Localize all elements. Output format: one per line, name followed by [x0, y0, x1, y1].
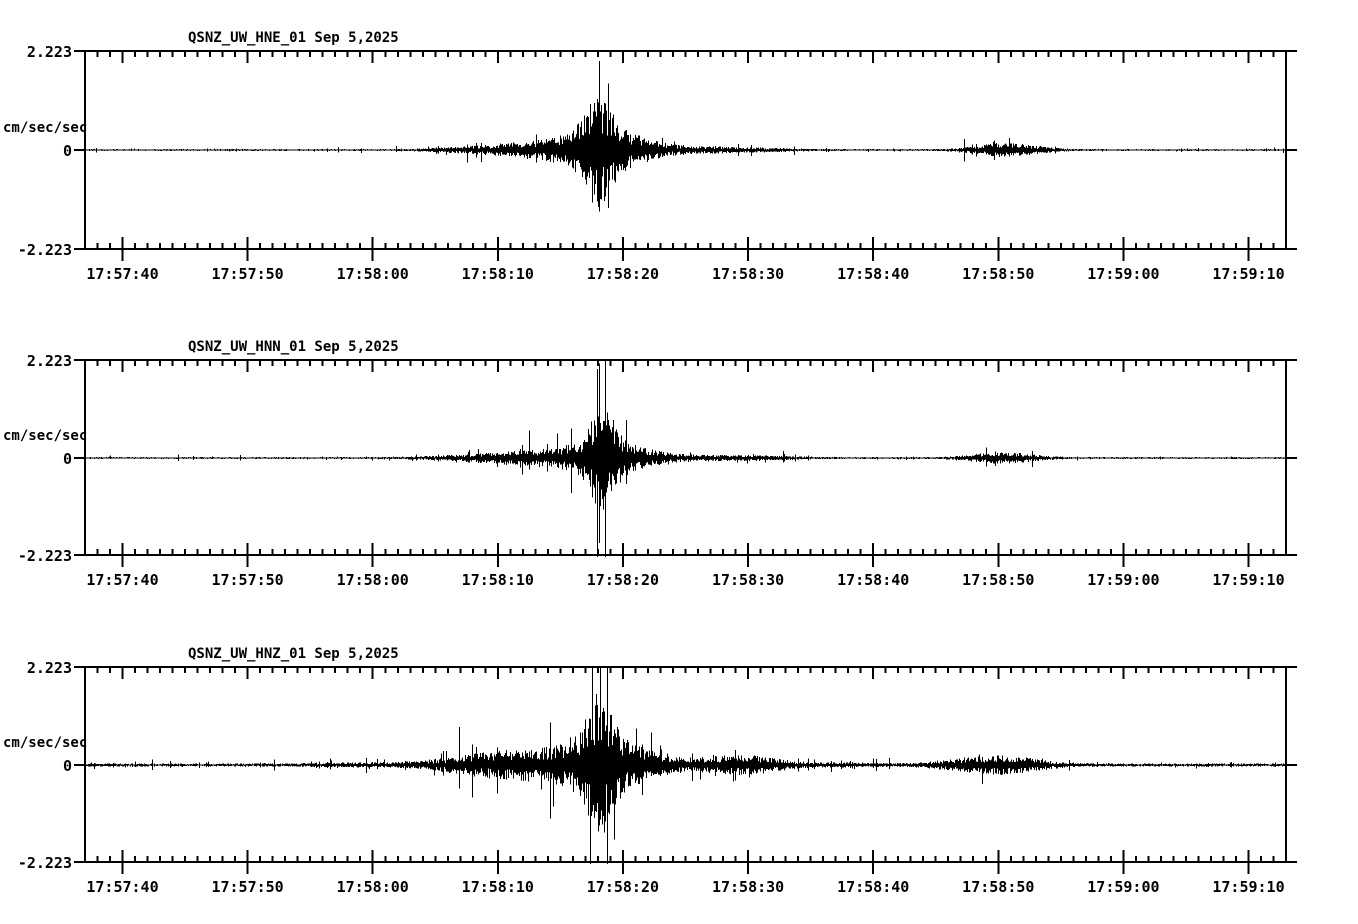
y-axis-unit-label: cm/sec/sec	[3, 120, 87, 136]
x-tick-label: 17:57:40	[86, 571, 158, 589]
x-tick-label: 17:58:30	[712, 878, 784, 896]
x-tick-label: 17:58:10	[462, 571, 534, 589]
x-tick-label: 17:58:30	[712, 571, 784, 589]
x-tick-label: 17:58:50	[962, 265, 1034, 283]
waveform-trace	[85, 359, 1287, 557]
x-tick-label: 17:58:20	[587, 571, 659, 589]
x-tick-label: 17:58:10	[462, 265, 534, 283]
panel-title: QSNZ_UW_HNZ_01 Sep 5,2025	[188, 646, 399, 662]
x-tick-label: 17:59:00	[1087, 878, 1159, 896]
x-tick-label: 17:57:50	[211, 265, 283, 283]
axis-ticks	[74, 50, 1297, 261]
y-tick-label: -2.223	[18, 547, 72, 565]
seismogram-panel-hnn: QSNZ_UW_HNN_01 Sep 5,2025 2.223 0 -2.223 cm/…	[0, 329, 1358, 597]
x-tick-label: 17:58:30	[712, 265, 784, 283]
y-tick-label: 2.223	[27, 43, 72, 61]
panel-title: QSNZ_UW_HNE_01 Sep 5,2025	[188, 30, 399, 46]
seismogram-panel-hnz: QSNZ_UW_HNZ_01 Sep 5,2025 2.223 0 -2.223 cm/…	[0, 636, 1358, 904]
y-tick-label: 0	[63, 450, 72, 468]
panel-title: QSNZ_UW_HNN_01 Sep 5,2025	[188, 339, 399, 355]
x-tick-label: 17:58:40	[837, 571, 909, 589]
x-tick-label: 17:59:00	[1087, 571, 1159, 589]
seismogram-panel-hne: QSNZ_UW_HNE_01 Sep 5,2025 2.223 0 -2.223 cm/…	[0, 20, 1358, 291]
waveform-trace	[85, 60, 1287, 212]
x-tick-label: 17:58:50	[962, 571, 1034, 589]
axis-ticks	[74, 359, 1297, 567]
x-tick-label: 17:59:10	[1212, 878, 1284, 896]
waveform-trace	[85, 666, 1287, 864]
x-tick-label: 17:57:50	[211, 878, 283, 896]
y-tick-label: -2.223	[18, 241, 72, 259]
x-tick-label: 17:59:10	[1212, 265, 1284, 283]
y-tick-label: 2.223	[27, 352, 72, 370]
y-tick-label: 2.223	[27, 659, 72, 677]
x-tick-label: 17:57:40	[86, 265, 158, 283]
x-tick-label: 17:59:10	[1212, 571, 1284, 589]
x-tick-label: 17:58:00	[337, 265, 409, 283]
x-tick-label: 17:58:20	[587, 878, 659, 896]
y-tick-label: 0	[63, 142, 72, 160]
y-axis-unit-label: cm/sec/sec	[3, 428, 87, 444]
x-tick-label: 17:59:00	[1087, 265, 1159, 283]
y-tick-label: 0	[63, 757, 72, 775]
x-tick-label: 17:58:40	[837, 878, 909, 896]
y-tick-label: -2.223	[18, 854, 72, 872]
x-tick-label: 17:58:10	[462, 878, 534, 896]
axis-ticks	[74, 666, 1297, 874]
y-axis-unit-label: cm/sec/sec	[3, 735, 87, 751]
x-tick-label: 17:58:40	[837, 265, 909, 283]
x-tick-label: 17:58:00	[337, 878, 409, 896]
x-tick-label: 17:58:20	[587, 265, 659, 283]
x-tick-label: 17:58:00	[337, 571, 409, 589]
x-tick-label: 17:57:50	[211, 571, 283, 589]
x-tick-label: 17:58:50	[962, 878, 1034, 896]
x-tick-label: 17:57:40	[86, 878, 158, 896]
